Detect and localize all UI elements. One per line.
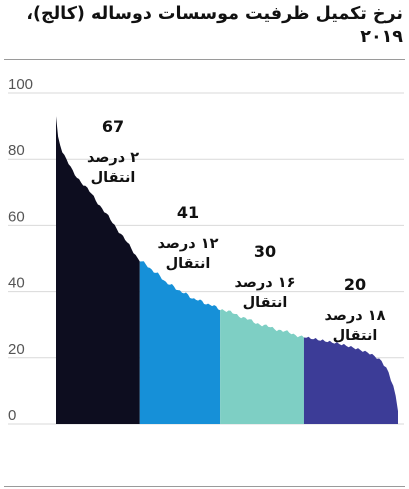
y-tick-label-40: 40 — [8, 275, 25, 292]
area-segment-1 — [56, 116, 140, 425]
segment-2-label-line1: ۱۲ درصد — [158, 236, 219, 252]
title-divider — [4, 59, 405, 60]
segment-4-label-line2: انتقال — [333, 328, 378, 344]
segment-3-value: 30 — [254, 242, 276, 261]
segment-3-label-line1: ۱۶ درصد — [235, 275, 296, 291]
area-segment-3 — [220, 309, 304, 424]
y-tick-label-0: 0 — [8, 407, 16, 424]
y-tick-label-60: 60 — [8, 208, 25, 225]
segment-2-label-line2: انتقال — [166, 256, 211, 272]
segment-1-label-line1: ۲ درصد — [87, 150, 139, 166]
segment-1-label-line2: انتقال — [91, 170, 136, 186]
y-axis-ticks: 100 80 60 40 20 0 — [8, 76, 33, 424]
y-tick-label-80: 80 — [8, 142, 25, 159]
y-tick-label-100: 100 — [8, 76, 33, 93]
footer-divider — [4, 486, 405, 487]
chart-title: نرخ تکمیل ظرفیت موسسات دوساله (کالج)، ۲۰… — [26, 4, 403, 47]
segment-2-value: 41 — [177, 203, 199, 222]
segment-labels: 67 ۲ درصد انتقال 41 ۱۲ درصد انتقال 30 ۱۶ درصد ان… — [87, 117, 386, 344]
area-segment-4 — [303, 336, 398, 424]
segment-4-label-line1: ۱۸ درصد — [325, 308, 386, 324]
segment-4-value: 20 — [344, 275, 366, 294]
area-segments — [56, 116, 398, 425]
segment-1-value: 67 — [102, 117, 124, 136]
y-tick-label-20: 20 — [8, 341, 25, 358]
area-segment-2 — [139, 261, 221, 424]
segment-3-label-line2: انتقال — [243, 295, 288, 311]
